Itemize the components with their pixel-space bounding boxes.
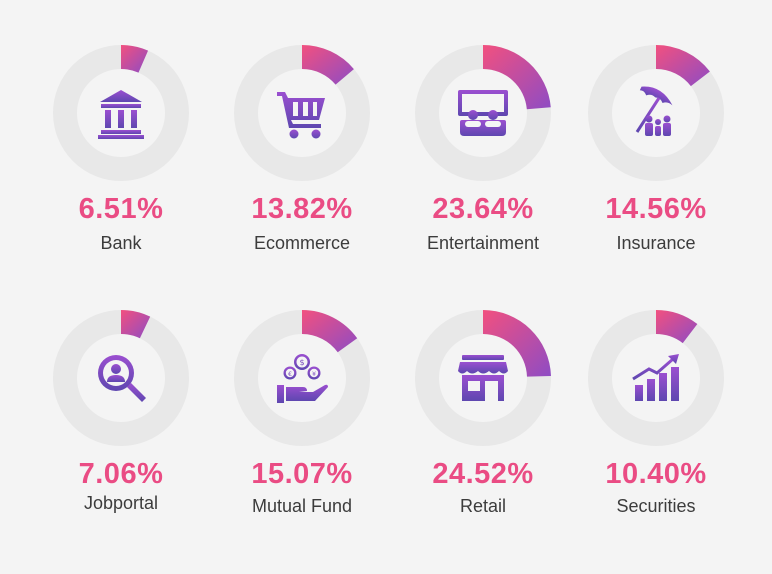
stat-card-ecommerce: 13.82% Ecommerce [212,45,392,275]
donut-chart-ecommerce [234,45,370,181]
value-mutual-fund: 15.07% [251,458,353,490]
donut-slice-bank [121,45,149,73]
stat-card-entertainment: 23.64% Entertainment [393,45,573,275]
stat-card-insurance: 14.56% Insurance [566,45,746,275]
svg-text:€: € [288,371,292,378]
donut-chart-retail [415,310,551,446]
umbrella-family-icon [635,86,673,136]
bank-icon [98,90,144,139]
value-bank: 6.51% [78,193,164,225]
shopping-cart-icon [277,92,325,139]
stat-card-retail: 24.52% Retail [393,310,573,540]
magnifier-person-icon [98,355,146,402]
label-insurance: Insurance [616,233,696,253]
label-bank: Bank [100,233,142,253]
value-retail: 24.52% [432,458,534,490]
donut-chart-entertainment [415,45,551,181]
svg-text:¥: ¥ [312,371,316,378]
donut-chart-mutual-fund [234,310,370,446]
donut-slice-entertainment [483,45,551,110]
donut-slice-mutual-fund [302,310,358,353]
donut-slice-insurance [656,45,710,87]
label-jobportal: Jobportal [83,493,159,513]
growth-bars-icon [632,354,679,401]
label-retail: Retail [459,496,507,516]
stat-card-mutual-fund: $ € ¥ 15.07% Mutual Fund [212,310,392,540]
value-jobportal: 7.06% [78,458,164,490]
label-ecommerce: Ecommerce [253,233,351,253]
donut-slice-jobportal [121,310,151,339]
value-securities: 10.40% [605,458,707,490]
donut-chart-bank [53,45,189,181]
value-ecommerce: 13.82% [251,193,353,225]
stat-card-securities: 10.40% Securities [566,310,746,540]
donut-chart-securities [588,310,724,446]
cinema-screen-icon [458,90,508,136]
donut-slice-retail [483,310,551,377]
label-securities: Securities [616,496,696,516]
label-mutual-fund: Mutual Fund [251,496,353,516]
donut-chart-jobportal [53,310,189,446]
storefront-icon [458,355,508,401]
coins-hand-icon: $ € ¥ [277,354,328,403]
stat-card-bank: 6.51% Bank [31,45,211,275]
value-insurance: 14.56% [605,193,707,225]
donut-slice-securities [656,310,698,344]
donut-slice-ecommerce [302,45,354,85]
value-entertainment: 23.64% [432,193,534,225]
label-entertainment: Entertainment [426,233,540,253]
stat-card-jobportal: 7.06% Jobportal [31,310,211,540]
donut-chart-insurance [588,45,724,181]
svg-text:$: $ [299,358,304,367]
